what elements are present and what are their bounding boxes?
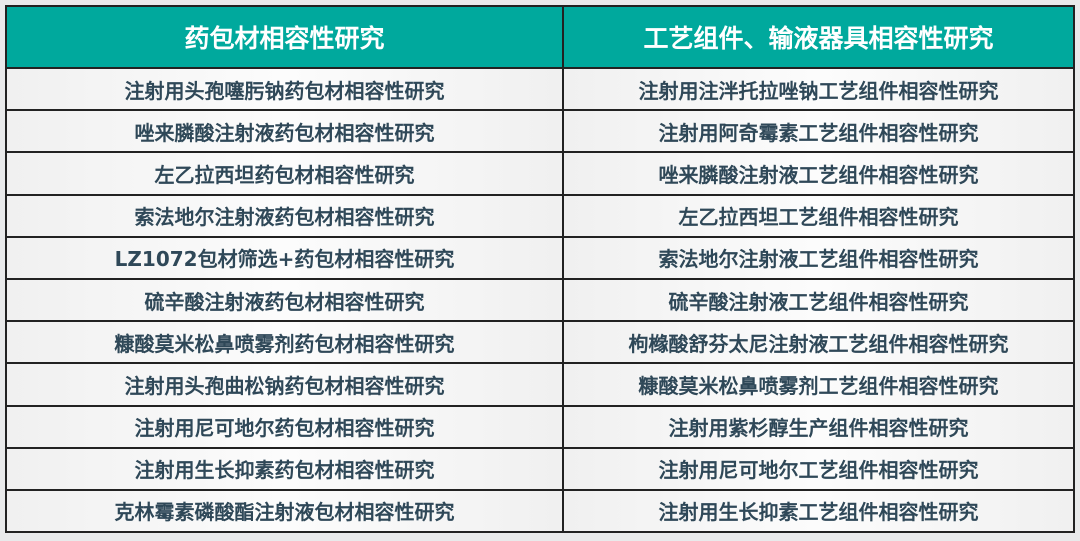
compatibility-study-table: 药包材相容性研究 工艺组件、输液器具相容性研究 注射用头孢噻肟钠药包材相容性研究…: [5, 5, 1075, 534]
process-study-cell: 左乙拉西坦工艺组件相容性研究: [562, 193, 1075, 238]
packaging-study-cell: 注射用头孢曲松钠药包材相容性研究: [5, 362, 564, 407]
packaging-study-cell: 唑来膦酸注射液药包材相容性研究: [5, 109, 564, 154]
table-row: 糠酸莫米松鼻喷雾剂药包材相容性研究 枸橼酸舒芬太尼注射液工艺组件相容性研究: [5, 320, 1075, 365]
packaging-study-cell: 左乙拉西坦药包材相容性研究: [5, 151, 564, 196]
table-row: 注射用头孢噻肟钠药包材相容性研究 注射用注泮托拉唑钠工艺组件相容性研究: [5, 66, 1075, 112]
packaging-study-cell: LZ1072包材筛选+药包材相容性研究: [5, 235, 564, 280]
process-study-cell: 注射用注泮托拉唑钠工艺组件相容性研究: [562, 66, 1075, 112]
process-study-cell: 糠酸莫米松鼻喷雾剂工艺组件相容性研究: [562, 362, 1075, 407]
table-row: 索法地尔注射液药包材相容性研究 左乙拉西坦工艺组件相容性研究: [5, 193, 1075, 238]
header-row: 药包材相容性研究 工艺组件、输液器具相容性研究: [5, 5, 1075, 69]
table-row: 注射用头孢曲松钠药包材相容性研究 糠酸莫米松鼻喷雾剂工艺组件相容性研究: [5, 362, 1075, 407]
process-study-cell: 注射用阿奇霉素工艺组件相容性研究: [562, 109, 1075, 154]
process-study-cell: 硫辛酸注射液工艺组件相容性研究: [562, 277, 1075, 323]
table-row: 克林霉素磷酸酯注射液包材相容性研究 注射用生长抑素工艺组件相容性研究: [5, 488, 1075, 534]
table-row: 左乙拉西坦药包材相容性研究 唑来膦酸注射液工艺组件相容性研究: [5, 151, 1075, 196]
packaging-study-cell: 注射用生长抑素药包材相容性研究: [5, 446, 564, 491]
process-study-cell: 唑来膦酸注射液工艺组件相容性研究: [562, 151, 1075, 196]
table-row: LZ1072包材筛选+药包材相容性研究 索法地尔注射液工艺组件相容性研究: [5, 235, 1075, 280]
packaging-study-cell: 硫辛酸注射液药包材相容性研究: [5, 277, 564, 323]
table-row: 注射用尼可地尔药包材相容性研究 注射用紫杉醇生产组件相容性研究: [5, 404, 1075, 449]
packaging-study-cell: 索法地尔注射液药包材相容性研究: [5, 193, 564, 238]
header-process-component-compatibility: 工艺组件、输液器具相容性研究: [562, 5, 1075, 69]
packaging-study-cell: 糠酸莫米松鼻喷雾剂药包材相容性研究: [5, 320, 564, 365]
table-row: 硫辛酸注射液药包材相容性研究 硫辛酸注射液工艺组件相容性研究: [5, 277, 1075, 323]
process-study-cell: 注射用尼可地尔工艺组件相容性研究: [562, 446, 1075, 491]
process-study-cell: 注射用生长抑素工艺组件相容性研究: [562, 488, 1075, 534]
packaging-study-cell: 注射用头孢噻肟钠药包材相容性研究: [5, 66, 564, 112]
packaging-study-cell: 注射用尼可地尔药包材相容性研究: [5, 404, 564, 449]
process-study-cell: 索法地尔注射液工艺组件相容性研究: [562, 235, 1075, 280]
process-study-cell: 注射用紫杉醇生产组件相容性研究: [562, 404, 1075, 449]
header-packaging-compatibility: 药包材相容性研究: [5, 5, 564, 69]
packaging-study-cell: 克林霉素磷酸酯注射液包材相容性研究: [5, 488, 564, 534]
table-row: 唑来膦酸注射液药包材相容性研究 注射用阿奇霉素工艺组件相容性研究: [5, 109, 1075, 154]
table-row: 注射用生长抑素药包材相容性研究 注射用尼可地尔工艺组件相容性研究: [5, 446, 1075, 491]
process-study-cell: 枸橼酸舒芬太尼注射液工艺组件相容性研究: [562, 320, 1075, 365]
